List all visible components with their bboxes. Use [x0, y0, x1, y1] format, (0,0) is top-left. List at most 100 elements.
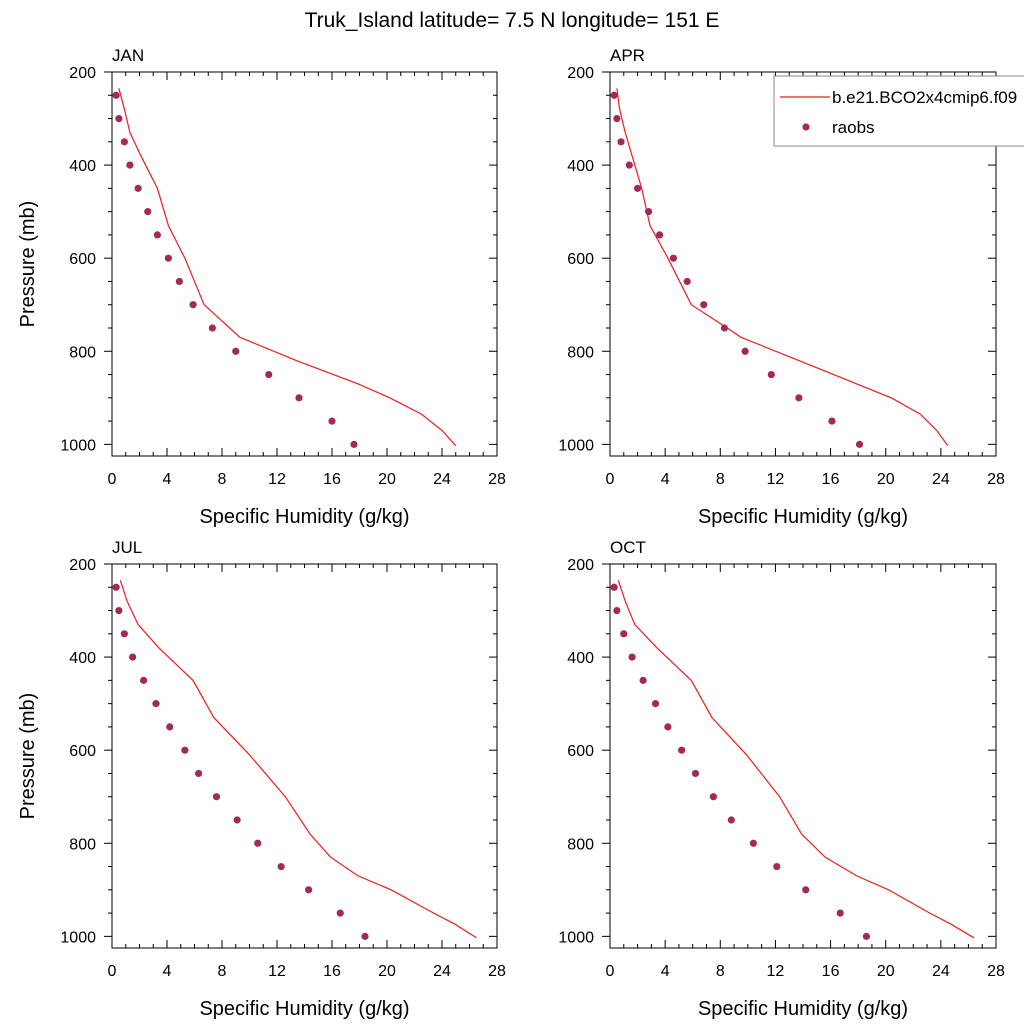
x-tick-label: 28 [488, 963, 506, 980]
raobs-point [126, 161, 134, 169]
panels-group: 0 4 8 12 16 20 24 282004006008001000JANSpecific… [17, 46, 1005, 1020]
raobs-point [691, 769, 700, 778]
x-tick-label: 4 [661, 471, 670, 488]
raobs-point [328, 417, 336, 425]
legend-raobs-swatch [802, 123, 810, 131]
panel-title: JAN [112, 46, 144, 65]
raobs-point [212, 793, 221, 801]
model-line [119, 580, 477, 939]
y-tick-label: 1000 [558, 929, 594, 946]
panel-title: OCT [610, 538, 646, 557]
legend-box [773, 75, 1024, 147]
raobs-point [855, 440, 864, 448]
x-axis-label: Specific Humidity (g/kg) [199, 506, 409, 528]
x-tick-label: 12 [767, 471, 785, 488]
raobs-point [140, 676, 148, 684]
y-tick-label: 200 [69, 65, 96, 82]
x-tick-label: 0 [606, 963, 615, 980]
y-tick-label: 200 [567, 65, 594, 82]
raobs-point [639, 676, 647, 684]
legend-raobs-label: raobs [832, 118, 875, 137]
raobs-point [656, 231, 664, 239]
raobs-point [254, 839, 262, 847]
raobs-point [678, 746, 686, 754]
x-tick-label: 20 [378, 963, 396, 980]
raobs-point [610, 91, 618, 99]
legend-model-label: b.e21.BCO2x4cmip6.f09 [832, 88, 1017, 107]
y-tick-label: 400 [567, 158, 594, 175]
raobs-point [664, 723, 672, 731]
panel-title: APR [610, 46, 645, 65]
x-tick-label: 12 [268, 471, 286, 488]
y-tick-label: 600 [567, 251, 594, 268]
raobs-point [233, 816, 241, 824]
raobs-point [773, 862, 781, 871]
raobs-point [625, 161, 633, 169]
x-tick-label: 28 [987, 963, 1005, 980]
raobs-point [645, 208, 653, 216]
plot-frame [111, 71, 498, 457]
x-tick-label: 12 [268, 963, 286, 980]
raobs-point [669, 254, 678, 262]
x-tick-label: 8 [218, 963, 227, 980]
raobs-point [152, 700, 160, 708]
raobs-point [115, 606, 123, 615]
y-tick-label: 600 [69, 251, 96, 268]
panel-title: JUL [112, 538, 142, 557]
raobs-point [153, 231, 161, 239]
raobs-point [628, 653, 636, 661]
raobs-point [700, 301, 708, 309]
raobs-point [166, 723, 174, 731]
plot-frame [111, 563, 498, 949]
raobs-point [828, 417, 836, 425]
y-tick-label: 200 [567, 557, 594, 574]
x-tick-label: 20 [877, 963, 895, 980]
x-tick-label: 0 [606, 471, 615, 488]
x-tick-label: 24 [932, 471, 950, 488]
x-tick-label: 28 [987, 471, 1005, 488]
raobs-point [195, 769, 203, 778]
x-tick-label: 24 [433, 963, 451, 980]
raobs-point [749, 839, 757, 847]
raobs-point [683, 277, 691, 286]
x-tick-label: 16 [323, 471, 341, 488]
raobs-point [336, 909, 344, 917]
raobs-point [181, 746, 189, 754]
raobs-point [727, 816, 735, 824]
raobs-point [767, 370, 775, 379]
raobs-point [613, 606, 621, 615]
model-line [616, 88, 949, 447]
raobs-point [613, 114, 621, 123]
x-tick-label: 0 [108, 963, 117, 980]
raobs-point [265, 370, 273, 379]
y-tick-label: 800 [69, 344, 96, 361]
raobs-point [144, 208, 152, 216]
x-tick-label: 8 [218, 471, 227, 488]
panel-apr: 0 4 8 12 16 20 24 28 200 400 600 800 1000 APR Specific… [558, 46, 1005, 528]
raobs-point [617, 138, 625, 146]
x-tick-label: 24 [433, 471, 451, 488]
raobs-point [120, 138, 128, 146]
x-tick-label: 28 [488, 471, 506, 488]
model-line [617, 580, 975, 939]
raobs-point [610, 583, 618, 591]
y-tick-label: 1000 [60, 929, 96, 946]
y-axis-label: Pressure (mb) [17, 693, 39, 820]
y-tick-label: 600 [69, 743, 96, 760]
raobs-point [115, 114, 123, 123]
figure-title: Truk_Island latitude= 7.5 N longitude= 1… [305, 9, 720, 32]
raobs-point [112, 583, 120, 591]
raobs-point [720, 324, 729, 332]
legend: b.e21.BCO2x4cmip6.f09 raobs [773, 75, 1024, 147]
y-axis-label: Pressure (mb) [17, 201, 39, 328]
raobs-point [277, 862, 285, 871]
raobs-point [129, 653, 137, 661]
x-tick-label: 8 [716, 963, 725, 980]
y-tick-label: 800 [69, 836, 96, 853]
raobs-point [208, 324, 216, 332]
x-tick-label: 16 [323, 963, 341, 980]
x-tick-label: 12 [767, 963, 785, 980]
y-tick-label: 800 [567, 836, 594, 853]
model-line [118, 88, 457, 447]
raobs-point [112, 91, 120, 99]
